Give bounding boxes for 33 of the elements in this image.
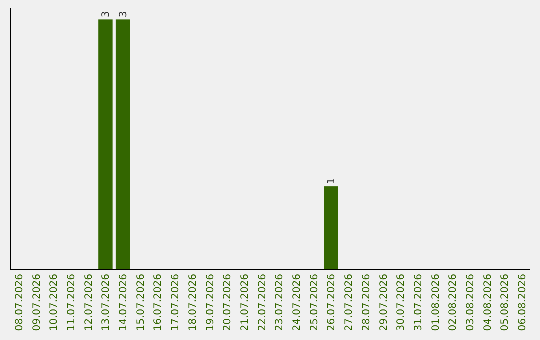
x-tick-label: 13.07.2026 <box>101 274 112 332</box>
x-tick-label: 29.07.2026 <box>378 274 390 332</box>
x-tick-label: 04.08.2026 <box>482 274 494 332</box>
x-tick-label: 27.07.2026 <box>344 274 356 332</box>
data-label: 1 <box>326 178 338 185</box>
x-tick-label: 11.07.2026 <box>66 274 78 332</box>
x-tick-label: 12.07.2026 <box>84 274 95 332</box>
x-tick-label: 19.07.2026 <box>205 274 216 332</box>
x-tick-label: 21.07.2026 <box>240 274 251 332</box>
x-tick-label: 26.07.2026 <box>326 274 338 332</box>
data-label: 3 <box>101 11 112 18</box>
x-tick-label: 14.07.2026 <box>118 274 130 332</box>
x-tick-label: 28.07.2026 <box>361 274 372 332</box>
data-label: 3 <box>118 11 130 18</box>
x-tick-label: 18.07.2026 <box>188 274 199 332</box>
x-tick-label: 31.07.2026 <box>413 274 424 332</box>
x-tick-label: 20.07.2026 <box>222 274 234 332</box>
x-tick-label: 05.08.2026 <box>500 274 512 332</box>
x-tick-label: 08.07.2026 <box>14 274 26 332</box>
x-tick-label: 03.08.2026 <box>465 274 476 332</box>
x-tick-label: 25.07.2026 <box>309 274 320 332</box>
x-tick-label: 09.07.2026 <box>32 274 43 332</box>
x-tick-label: 17.07.2026 <box>170 274 182 332</box>
x-tick-label: 22.07.2026 <box>257 274 268 332</box>
x-tick-label: 16.07.2026 <box>153 274 164 332</box>
x-tick-label: 15.07.2026 <box>136 274 147 332</box>
x-tick-label: 06.08.2026 <box>518 274 529 332</box>
x-tick-label: 30.07.2026 <box>396 274 408 332</box>
x-tick-label: 23.07.2026 <box>274 274 286 332</box>
x-tick-label: 24.07.2026 <box>292 274 304 332</box>
x-tick-label: 02.08.2026 <box>448 274 460 332</box>
x-tick-label: 10.07.2026 <box>49 274 60 332</box>
x-tick-label: 01.08.2026 <box>430 274 442 332</box>
